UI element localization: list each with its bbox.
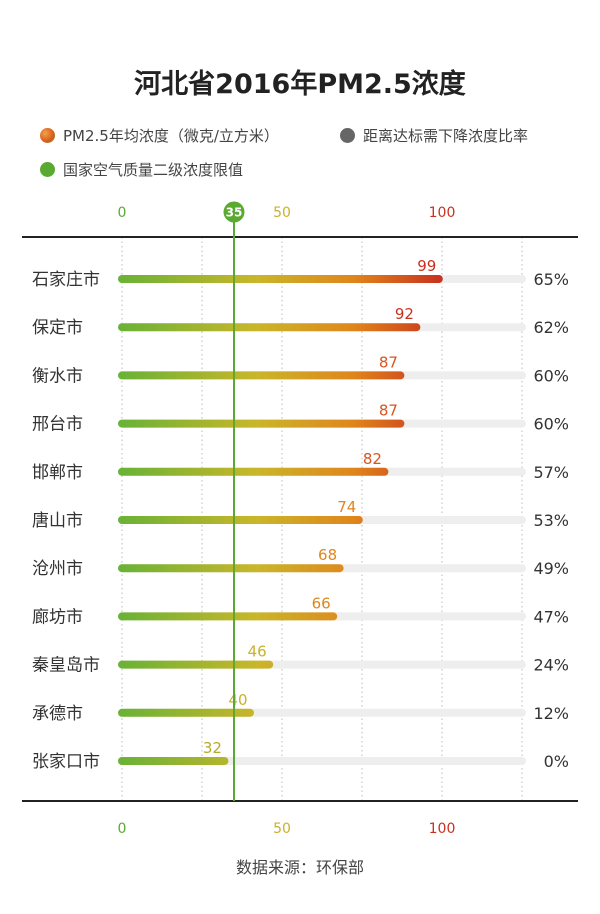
value-label: 87: [379, 353, 398, 371]
city-label: 石家庄市: [32, 270, 100, 290]
city-label: 张家口市: [32, 752, 100, 772]
gradient-dot-icon: [40, 128, 55, 143]
limit-label: 35: [226, 206, 243, 220]
tick-label-top: 50: [273, 205, 291, 221]
gray-dot-icon: [340, 128, 355, 143]
ratio-label: 53%: [533, 511, 569, 530]
tick-label-bottom: 0: [118, 821, 127, 837]
city-label: 唐山市: [32, 510, 83, 531]
ratio-label: 12%: [533, 704, 569, 723]
ratio-label: 47%: [533, 607, 569, 626]
green-dot-icon: [40, 162, 55, 177]
tick-label-bottom: 100: [429, 821, 456, 837]
value-label: 87: [379, 402, 398, 420]
city-label: 邢台市: [32, 415, 83, 435]
ratio-label: 0%: [544, 752, 569, 771]
ratio-label: 62%: [533, 318, 569, 337]
chart-title: 河北省2016年PM2.5浓度: [134, 69, 466, 100]
value-label: 66: [312, 594, 331, 612]
ratio-label: 49%: [533, 559, 569, 578]
city-label: 廊坊市: [32, 607, 83, 627]
ratio-label: 60%: [533, 366, 569, 385]
city-label: 保定市: [32, 318, 83, 338]
limit-marker: [223, 201, 245, 223]
ratio-label: 57%: [533, 463, 569, 482]
value-label: 74: [337, 498, 356, 516]
legend-label-ratio: 距离达标需下降浓度比率: [363, 127, 529, 145]
ratio-label: 24%: [533, 656, 569, 675]
value-label: 92: [395, 305, 414, 323]
ratio-label: 65%: [533, 270, 569, 289]
legend-item-pm25: PM2.5年均浓度（微克/立方米）: [40, 125, 279, 146]
tick-label-top: 100: [429, 205, 456, 221]
value-label: 32: [203, 739, 222, 757]
city-label: 秦皇岛市: [32, 656, 100, 676]
legend-item-limit: 国家空气质量二级浓度限值: [40, 159, 243, 180]
legend-item-ratio: 距离达标需下降浓度比率: [340, 125, 528, 146]
value-label: 82: [363, 450, 382, 468]
value-label: 40: [228, 691, 247, 709]
city-label: 衡水市: [32, 366, 83, 386]
ratio-label: 60%: [533, 415, 569, 434]
value-label: 68: [318, 546, 337, 564]
legend-label-limit: 国家空气质量二级浓度限值: [63, 161, 244, 179]
value-label: 99: [417, 257, 436, 275]
city-label: 承德市: [32, 704, 83, 724]
city-label: 邯郸市: [32, 463, 83, 483]
data-source: 数据来源：环保部: [235, 858, 364, 877]
legend-label-pm25: PM2.5年均浓度（微克/立方米）: [63, 127, 279, 145]
tick-label-bottom: 50: [273, 821, 291, 837]
value-label: 46: [248, 643, 267, 661]
tick-label-top: 0: [118, 205, 127, 221]
city-label: 沧州市: [32, 559, 83, 579]
